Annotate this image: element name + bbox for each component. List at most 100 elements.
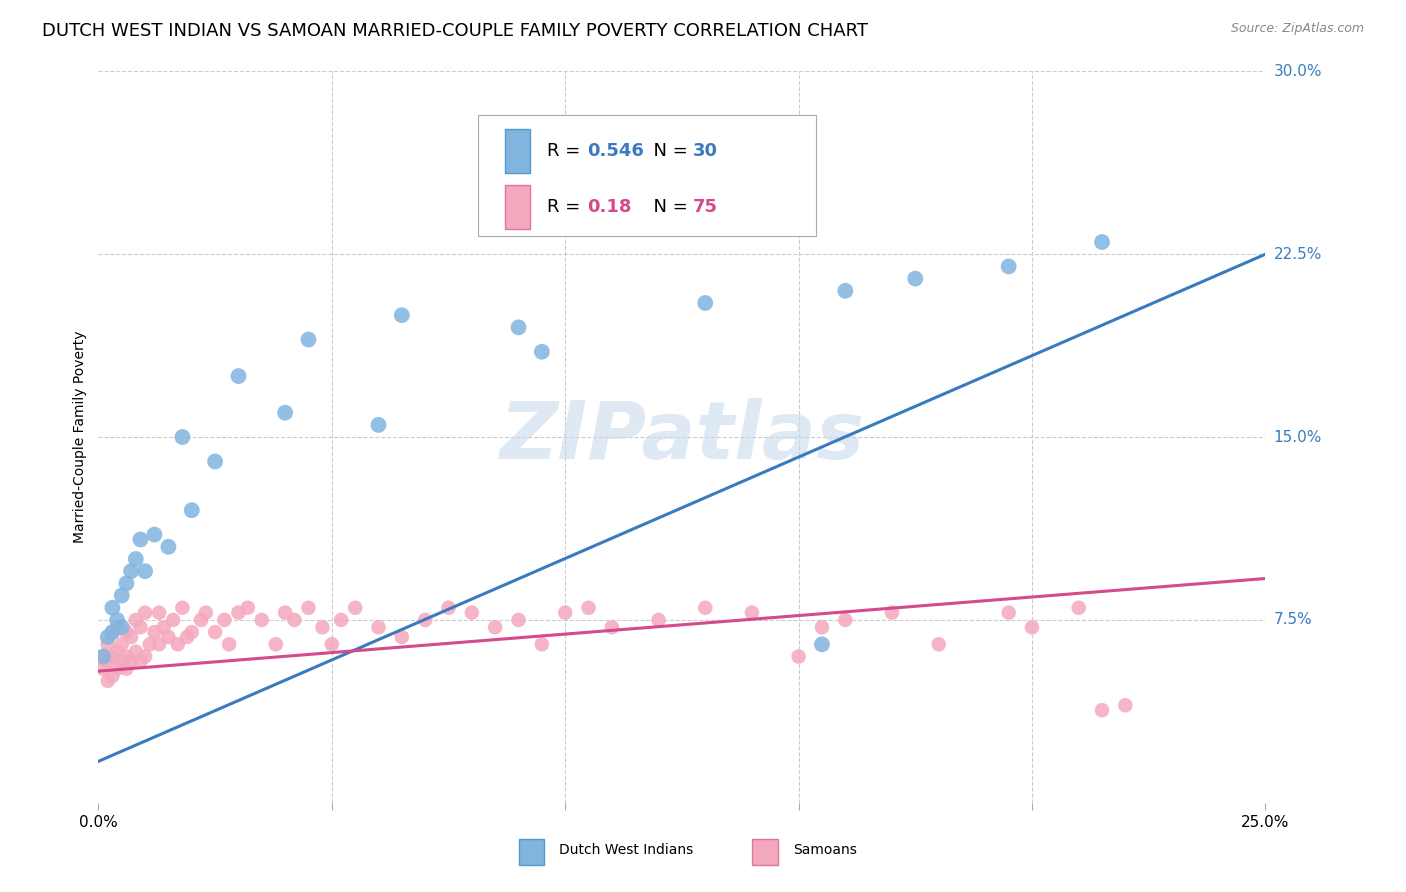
- Point: [437, 600, 460, 615]
- Text: DUTCH WEST INDIAN VS SAMOAN MARRIED-COUPLE FAMILY POVERTY CORRELATION CHART: DUTCH WEST INDIAN VS SAMOAN MARRIED-COUP…: [42, 22, 868, 40]
- Point: [157, 540, 180, 554]
- Point: [180, 625, 202, 640]
- Point: [148, 606, 170, 620]
- Point: [204, 454, 226, 468]
- Point: [120, 630, 142, 644]
- Point: [264, 637, 287, 651]
- Point: [1091, 703, 1114, 717]
- Point: [218, 637, 240, 651]
- Point: [111, 589, 134, 603]
- Point: [1091, 235, 1114, 249]
- Point: [236, 600, 259, 615]
- Point: [600, 620, 623, 634]
- Point: [484, 620, 506, 634]
- Point: [101, 625, 124, 640]
- Point: [997, 606, 1019, 620]
- Point: [367, 417, 389, 432]
- Point: [297, 333, 319, 347]
- FancyBboxPatch shape: [478, 115, 815, 235]
- Point: [125, 645, 148, 659]
- Point: [321, 637, 343, 651]
- Point: [741, 606, 763, 620]
- Point: [811, 637, 834, 651]
- Point: [578, 600, 600, 615]
- Point: [391, 308, 413, 322]
- Point: [152, 620, 174, 634]
- Point: [111, 637, 134, 651]
- Point: [904, 271, 927, 285]
- Point: [129, 620, 152, 634]
- Point: [105, 613, 128, 627]
- Point: [330, 613, 353, 627]
- Point: [115, 649, 138, 664]
- Text: ZIPatlas: ZIPatlas: [499, 398, 865, 476]
- Point: [180, 503, 202, 517]
- Point: [157, 630, 180, 644]
- Point: [530, 637, 553, 651]
- Point: [101, 649, 124, 664]
- Text: 22.5%: 22.5%: [1274, 247, 1322, 261]
- Point: [997, 260, 1019, 274]
- Point: [105, 620, 128, 634]
- Point: [274, 406, 297, 420]
- Point: [250, 613, 273, 627]
- Point: [134, 606, 156, 620]
- Point: [115, 576, 138, 591]
- Point: [928, 637, 950, 651]
- Point: [166, 637, 188, 651]
- Point: [101, 625, 124, 640]
- Text: N =: N =: [643, 142, 693, 160]
- Text: 30: 30: [692, 142, 717, 160]
- Point: [129, 533, 152, 547]
- Point: [97, 673, 120, 688]
- Point: [97, 637, 120, 651]
- Point: [695, 600, 717, 615]
- Point: [461, 606, 484, 620]
- Point: [367, 620, 389, 634]
- Point: [101, 600, 124, 615]
- Point: [1021, 620, 1043, 634]
- Point: [834, 613, 856, 627]
- Point: [125, 552, 148, 566]
- Point: [413, 613, 436, 627]
- Point: [129, 654, 152, 668]
- Text: Samoans: Samoans: [793, 843, 856, 857]
- Point: [101, 669, 124, 683]
- Point: [115, 662, 138, 676]
- Point: [508, 320, 530, 334]
- Point: [344, 600, 367, 615]
- Point: [391, 630, 413, 644]
- Point: [787, 649, 810, 664]
- Point: [91, 662, 114, 676]
- Text: Dutch West Indians: Dutch West Indians: [560, 843, 693, 857]
- Point: [172, 430, 194, 444]
- Point: [880, 606, 903, 620]
- Point: [162, 613, 184, 627]
- Point: [139, 637, 162, 651]
- Point: [172, 600, 194, 615]
- Point: [176, 630, 198, 644]
- Text: 15.0%: 15.0%: [1274, 430, 1322, 444]
- Y-axis label: Married-Couple Family Poverty: Married-Couple Family Poverty: [73, 331, 87, 543]
- Point: [143, 527, 166, 541]
- FancyBboxPatch shape: [505, 128, 530, 172]
- Text: 30.0%: 30.0%: [1274, 64, 1322, 78]
- Point: [120, 654, 142, 668]
- Point: [554, 606, 576, 620]
- Point: [204, 625, 226, 640]
- Point: [274, 606, 297, 620]
- Point: [228, 369, 250, 384]
- Point: [695, 296, 717, 310]
- Text: R =: R =: [547, 198, 585, 217]
- Point: [530, 344, 553, 359]
- Point: [91, 649, 114, 664]
- Point: [120, 564, 142, 578]
- Text: 0.546: 0.546: [588, 142, 644, 160]
- Point: [134, 564, 156, 578]
- Point: [190, 613, 212, 627]
- Point: [283, 613, 305, 627]
- Point: [297, 600, 319, 615]
- Point: [148, 637, 170, 651]
- Text: 7.5%: 7.5%: [1274, 613, 1312, 627]
- Point: [111, 620, 134, 634]
